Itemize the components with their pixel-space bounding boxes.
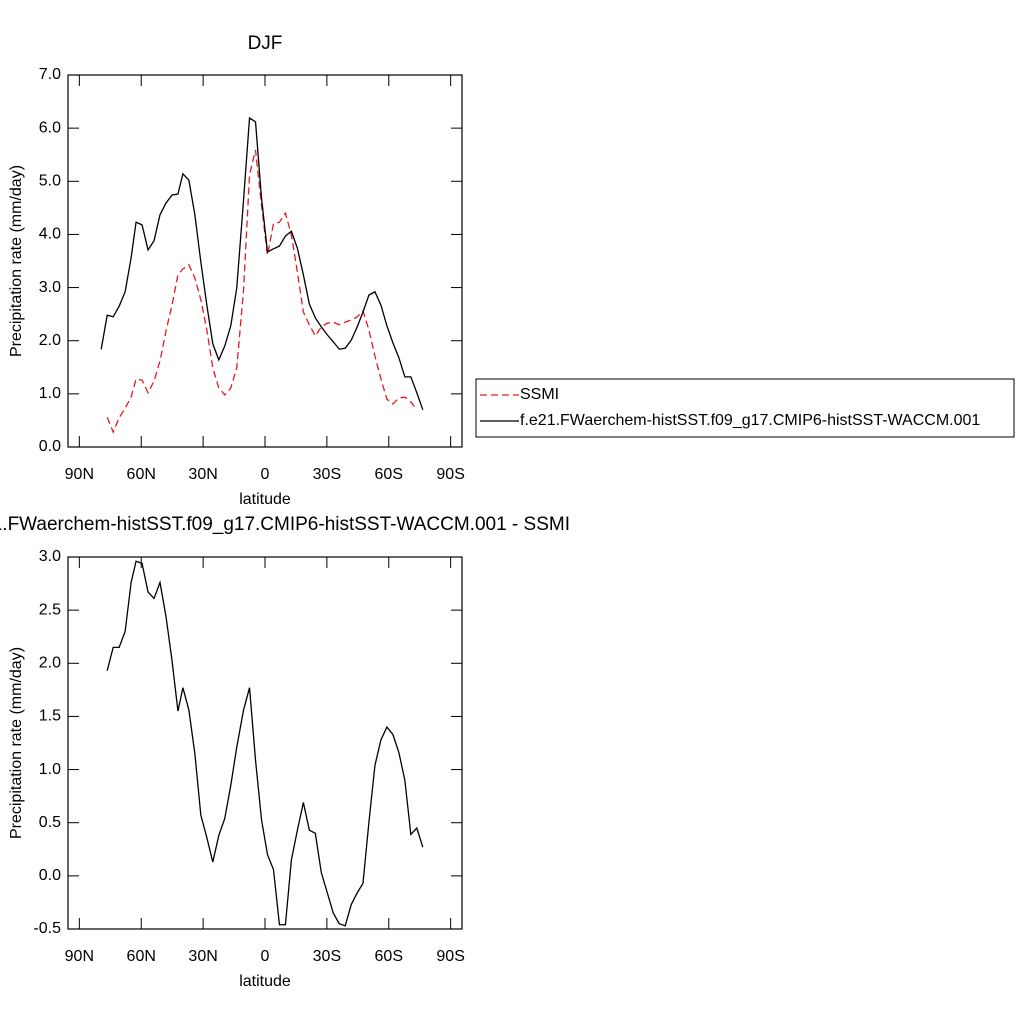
legend: SSMI f.e21.FWaerchem-histSST.f09_g17.CMIP… [475,378,1015,438]
series-line [106,149,418,434]
x-tick-label: 30N [188,466,217,483]
y-tick-label: 2.0 [39,332,61,349]
x-tick-label: 30N [188,948,217,965]
legend-box [475,378,1015,438]
y-axis-label: Precipitation rate (mm/day) [8,165,25,357]
chart-title: DJF [248,33,283,54]
chart-title: f.e21.FWaerchem-histSST.f09_g17.CMIP6-hi… [0,514,570,535]
y-tick-label: 2.5 [39,601,61,618]
y-axis-label: Precipitation rate (mm/day) [8,647,25,839]
y-tick-label: 4.0 [39,226,61,243]
legend-label: f.e21.FWaerchem-histSST.f09_g17.CMIP6-hi… [520,412,980,429]
y-tick-label: 0.0 [39,867,61,884]
plot-frame [67,74,463,448]
x-axis-label: latitude [239,973,291,990]
x-tick-label: 60S [375,948,403,965]
y-tick-label: 2.0 [39,655,61,672]
x-tick-label: 90N [65,948,94,965]
x-tick-label: 60N [127,948,156,965]
y-tick-label: 5.0 [39,173,61,190]
series-line [100,116,424,411]
y-tick-label: 0.5 [39,814,61,831]
x-axis-label: latitude [239,491,291,508]
series-line [106,560,424,927]
x-tick-label: 60N [127,466,156,483]
y-tick-label: 1.0 [39,385,61,402]
x-tick-label: 90S [436,466,464,483]
chart: f.e21.FWaerchem-histSST.f09_g17.CMIP6-hi… [0,514,570,990]
x-tick-label: 90N [65,466,94,483]
x-tick-label: 90S [436,948,464,965]
y-tick-label: 3.0 [39,279,61,296]
x-tick-label: 30S [313,948,341,965]
x-tick-label: 0 [261,466,270,483]
y-tick-label: 1.0 [39,761,61,778]
legend-label: SSMI [520,386,559,403]
y-tick-label: 1.5 [39,708,61,725]
y-tick-label: -0.5 [33,920,61,937]
y-tick-label: 6.0 [39,119,61,136]
y-tick-label: 3.0 [39,548,61,565]
y-tick-label: 7.0 [39,66,61,83]
chart: DJF 0.0 1.0 2.0 3.0 4.0 5.0 6.0 7.0 90N 60N 30N 0 30S… [8,33,1015,508]
y-tick-label: 0.0 [39,438,61,455]
x-tick-label: 30S [313,466,341,483]
x-tick-label: 0 [261,948,270,965]
x-tick-label: 60S [375,466,403,483]
